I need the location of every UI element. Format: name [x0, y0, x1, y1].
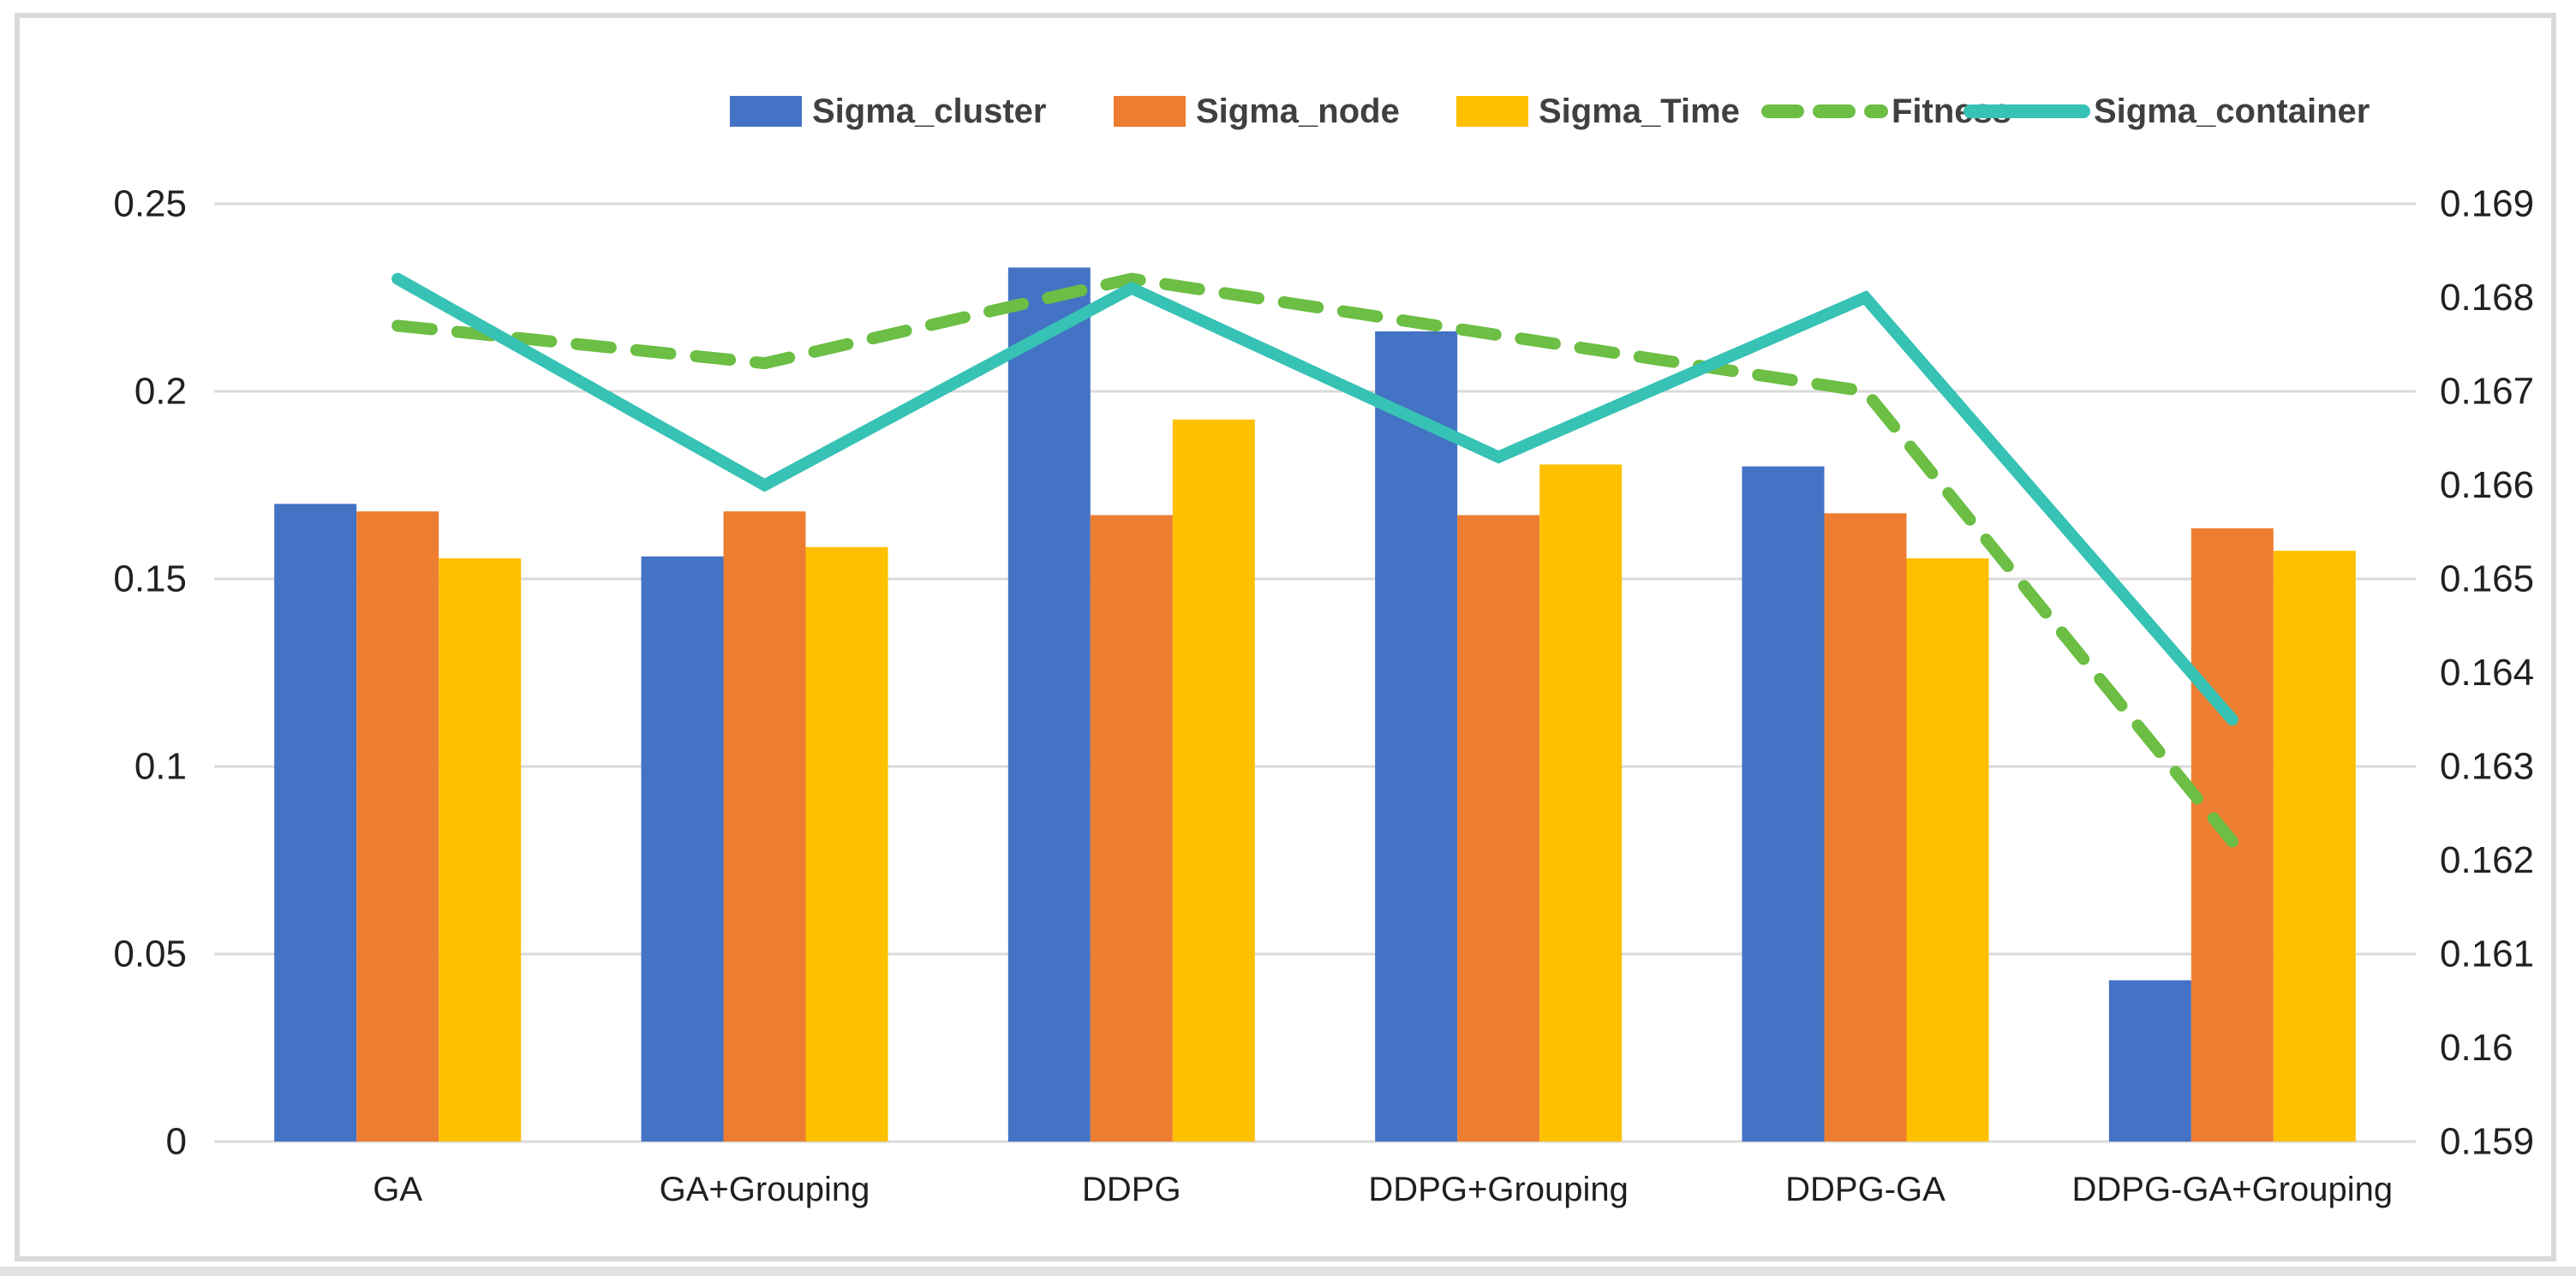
right-axis-tick: 0.165	[2440, 558, 2534, 600]
bar-Sigma_cluster-DDPG-GA+Grouping[interactable]	[2108, 980, 2191, 1142]
bar-Sigma_Time-DDPG-GA+Grouping[interactable]	[2273, 551, 2356, 1142]
legend-label: Sigma_container	[2094, 92, 2370, 130]
right-axis-tick: 0.16	[2440, 1027, 2513, 1069]
left-axis-tick: 0	[166, 1121, 187, 1163]
bar-Sigma_node-DDPG[interactable]	[1090, 515, 1173, 1142]
bar-series-group	[274, 267, 2356, 1142]
bar-Sigma_node-DDPG-GA[interactable]	[1824, 513, 1907, 1142]
line-series-group	[391, 272, 2238, 848]
right-axis-tick: 0.164	[2440, 652, 2534, 694]
legend-item-Sigma_Time[interactable]: Sigma_Time	[1456, 92, 1740, 130]
legend-label: Sigma_node	[1196, 92, 1400, 130]
x-axis: GA GA+Grouping DDPG DDPG+Grouping DDPG-GA DDP…	[373, 1171, 2393, 1208]
legend: Sigma_cluster Sigma_node Sigma_Time Fitness…	[730, 92, 2370, 130]
window-bottom-edge	[0, 1267, 2576, 1276]
legend-swatch-Sigma_Time-icon	[1456, 96, 1528, 127]
bar-Sigma_cluster-DDPG[interactable]	[1007, 267, 1091, 1142]
left-axis-tick: 0.15	[113, 558, 187, 600]
bar-Sigma_cluster-GA[interactable]	[274, 504, 357, 1142]
bar-Sigma_node-DDPG+Grouping[interactable]	[1457, 515, 1540, 1142]
legend-item-Sigma_container[interactable]: Sigma_container	[1963, 92, 2370, 130]
legend-label: Sigma_Time	[1539, 92, 1740, 130]
category-label-DDPG-GA+Grouping: DDPG-GA+Grouping	[2072, 1171, 2394, 1208]
bar-Sigma_Time-DDPG-GA[interactable]	[1906, 558, 1989, 1142]
category-label-GA: GA	[373, 1171, 422, 1208]
right-axis-tick: 0.159	[2440, 1121, 2534, 1163]
legend-swatch-Sigma_node-icon	[1114, 96, 1186, 127]
line-Fitness[interactable]	[391, 272, 2238, 848]
bar-Sigma_node-GA[interactable]	[356, 511, 439, 1142]
left-axis-tick: 0.1	[134, 746, 187, 788]
bar-Sigma_Time-DDPG[interactable]	[1172, 419, 1255, 1142]
right-axis-tick: 0.163	[2440, 746, 2534, 788]
right-axis-tick: 0.166	[2440, 464, 2534, 506]
category-label-DDPG+Grouping: DDPG+Grouping	[1368, 1171, 1628, 1208]
left-axis-tick: 0.2	[134, 371, 187, 413]
right-axis-tick: 0.169	[2440, 183, 2534, 225]
category-label-DDPG: DDPG	[1082, 1171, 1181, 1208]
bar-Sigma_node-GA+Grouping[interactable]	[723, 511, 806, 1142]
bar-Sigma_Time-GA[interactable]	[439, 558, 522, 1142]
bar-Sigma_cluster-DDPG-GA[interactable]	[1742, 466, 1825, 1142]
gridlines	[214, 202, 2416, 1143]
legend-item-Sigma_node[interactable]: Sigma_node	[1114, 92, 1400, 130]
bar-Sigma_Time-GA+Grouping[interactable]	[805, 546, 888, 1142]
line-Sigma_container[interactable]	[391, 272, 2238, 726]
left-axis: 0.25 0.2 0.15 0.1 0.05 0	[113, 183, 187, 1163]
legend-label: Sigma_cluster	[812, 92, 1046, 130]
legend-item-Sigma_cluster[interactable]: Sigma_cluster	[730, 92, 1046, 130]
left-axis-tick: 0.25	[113, 183, 187, 225]
category-label-GA+Grouping: GA+Grouping	[660, 1171, 870, 1208]
left-axis-tick: 0.05	[113, 933, 187, 975]
bar-Sigma_cluster-DDPG+Grouping[interactable]	[1375, 331, 1458, 1142]
right-axis-tick: 0.162	[2440, 839, 2534, 881]
right-axis-tick: 0.167	[2440, 371, 2534, 413]
right-axis: 0.169 0.168 0.167 0.166 0.165 0.164 0.163 0.162…	[2440, 183, 2534, 1163]
right-axis-tick: 0.168	[2440, 277, 2534, 319]
bar-Sigma_Time-DDPG+Grouping[interactable]	[1539, 464, 1623, 1142]
legend-swatch-Sigma_cluster-icon	[730, 96, 802, 127]
category-label-DDPG-GA: DDPG-GA	[1785, 1171, 1945, 1208]
bar-Sigma_cluster-GA+Grouping[interactable]	[641, 556, 724, 1142]
right-axis-tick: 0.161	[2440, 933, 2534, 975]
